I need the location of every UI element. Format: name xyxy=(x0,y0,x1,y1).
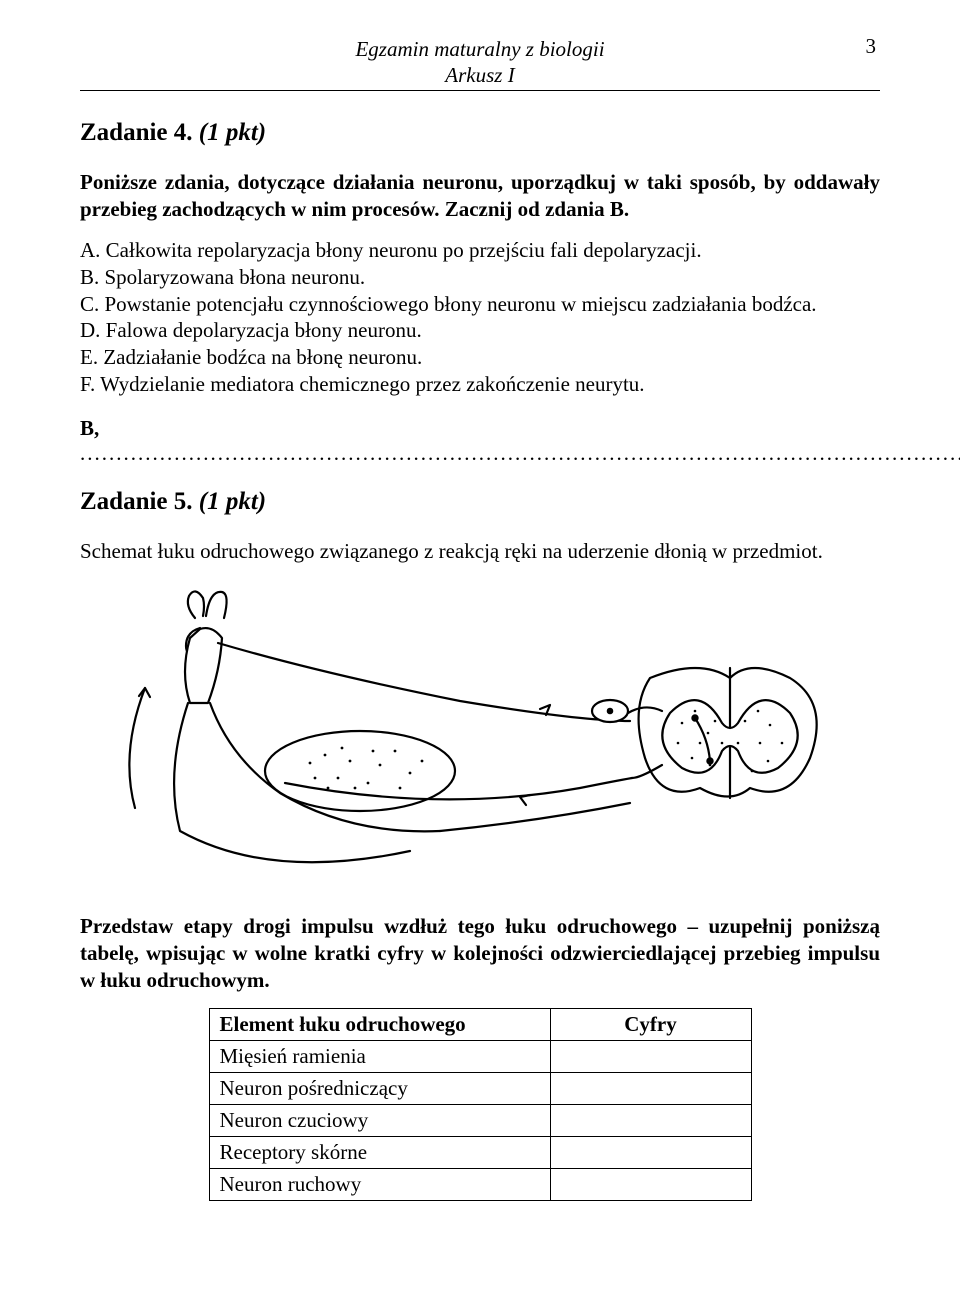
header-title-line2: Arkusz I xyxy=(445,63,514,87)
table-row: Receptory skórne xyxy=(209,1136,751,1168)
reflex-arc-table: Element łuku odruchowego Cyfry Mięsień r… xyxy=(209,1008,752,1201)
table-row4-label: Receptory skórne xyxy=(209,1136,550,1168)
table-col2-header: Cyfry xyxy=(550,1008,751,1040)
table-row3-label: Neuron czuciowy xyxy=(209,1104,550,1136)
task4-option-a: A. Całkowita repolaryzacja błony neuronu… xyxy=(80,237,880,264)
task4-answer-dots[interactable]: ........................................… xyxy=(80,441,960,465)
table-row: Neuron ruchowy xyxy=(209,1168,751,1200)
page: Egzamin maturalny z biologii Arkusz I 3 … xyxy=(0,0,960,1261)
task5-figure-wrap xyxy=(80,583,880,883)
task4-answer-line: B, .....................................… xyxy=(80,416,880,466)
task4-option-c: C. Powstanie potencjału czynnościowego b… xyxy=(80,291,880,318)
table-row: Mięsień ramienia xyxy=(209,1040,751,1072)
task5-table-wrap: Element łuku odruchowego Cyfry Mięsień r… xyxy=(80,1008,880,1201)
task4-option-f: F. Wydzielanie mediatora chemicznego prz… xyxy=(80,371,880,398)
task5-points: (1 pkt) xyxy=(199,488,266,515)
header-title-line1: Egzamin maturalny z biologii xyxy=(355,37,604,61)
task4-option-b: B. Spolaryzowana błona neuronu. xyxy=(80,264,880,291)
table-row5-input[interactable] xyxy=(550,1168,751,1200)
task5-intro: Schemat łuku odruchowego związanego z re… xyxy=(80,538,880,565)
table-row1-label: Mięsień ramienia xyxy=(209,1040,550,1072)
task4-option-d: D. Falowa depolaryzacja błony neuronu. xyxy=(80,317,880,344)
task4-heading-label: Zadanie 4. xyxy=(80,119,193,146)
table-col1-header: Element łuku odruchowego xyxy=(209,1008,550,1040)
table-row: Neuron pośredniczący xyxy=(209,1072,751,1104)
task4-option-e: E. Zadziałanie bodźca na błonę neuronu. xyxy=(80,344,880,371)
table-row: Neuron czuciowy xyxy=(209,1104,751,1136)
task5-heading: Zadanie 5. (1 pkt) xyxy=(80,488,880,516)
task4-prompt: Poniższe zdania, dotyczące działania neu… xyxy=(80,169,880,223)
table-row2-label: Neuron pośredniczący xyxy=(209,1072,550,1104)
table-row5-label: Neuron ruchowy xyxy=(209,1168,550,1200)
table-row3-input[interactable] xyxy=(550,1104,751,1136)
table-row4-input[interactable] xyxy=(550,1136,751,1168)
table-row2-input[interactable] xyxy=(550,1072,751,1104)
task4-heading: Zadanie 4. (1 pkt) xyxy=(80,119,880,147)
page-header: Egzamin maturalny z biologii Arkusz I 3 xyxy=(80,36,880,91)
task5-heading-label: Zadanie 5. xyxy=(80,488,193,515)
reflex-arc-diagram xyxy=(110,583,850,883)
header-title: Egzamin maturalny z biologii Arkusz I xyxy=(80,36,880,89)
table-row1-input[interactable] xyxy=(550,1040,751,1072)
task5-instruction: Przedstaw etapy drogi impulsu wzdłuż teg… xyxy=(80,913,880,994)
task4-answer-lead: B, xyxy=(80,416,99,440)
table-header-row: Element łuku odruchowego Cyfry xyxy=(209,1008,751,1040)
task4-points: (1 pkt) xyxy=(199,119,266,146)
